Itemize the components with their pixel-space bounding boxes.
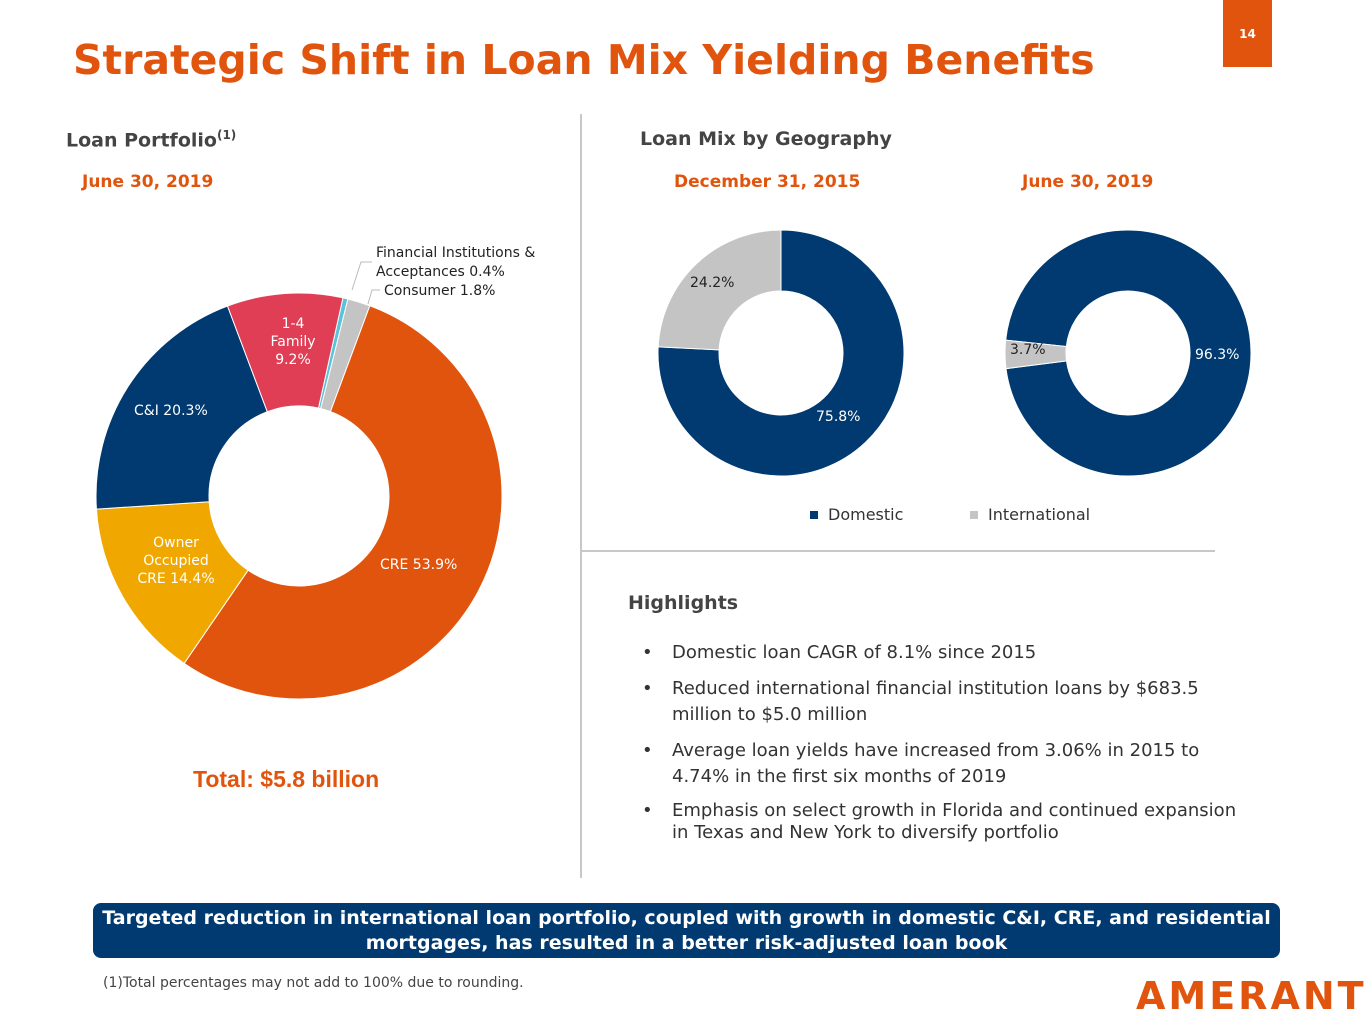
label-fin-inst: Financial Institutions & Acceptances 0.4%	[376, 244, 535, 282]
geo2019-dom-label: 96.3%	[1195, 347, 1240, 363]
horizontal-divider	[582, 550, 1215, 552]
international-swatch	[970, 510, 978, 519]
leader-line-fin	[351, 261, 372, 291]
geo-donut-2019	[1004, 229, 1252, 477]
amerant-logo: AMERANT	[1136, 974, 1365, 1018]
footnote-ref: (1)	[216, 128, 237, 142]
label-cre: CRE 53.9%	[380, 557, 458, 573]
legend-international: International	[970, 505, 1090, 524]
highlight-item: Average loan yields have increased from …	[628, 738, 1248, 790]
highlight-item: Reduced international financial institut…	[628, 676, 1248, 728]
domestic-swatch	[810, 510, 818, 519]
highlight-item: Domestic loan CAGR of 8.1% since 2015	[628, 640, 1248, 666]
slice-1-4-family	[226, 292, 344, 413]
label-fin-inst-1: Financial Institutions &	[376, 245, 536, 261]
geo2015-dom-label: 75.8%	[816, 409, 861, 425]
highlights-list: Domestic loan CAGR of 8.1% since 2015 Re…	[628, 640, 1248, 854]
slice-domestic	[657, 229, 905, 477]
slice-international	[657, 229, 782, 351]
label-consumer: Consumer 1.8%	[384, 283, 496, 299]
leader-line-consumer	[367, 289, 380, 305]
label-fin-inst-2: Acceptances 0.4%	[376, 264, 505, 280]
loan-portfolio-heading: Loan Portfolio(1)	[66, 128, 236, 151]
l2: Family	[270, 334, 316, 350]
loan-portfolio-heading-text: Loan Portfolio	[66, 129, 217, 152]
portfolio-date: June 30, 2019	[82, 172, 214, 192]
page-title: Strategic Shift in Loan Mix Yielding Ben…	[73, 36, 1095, 84]
highlights-heading: Highlights	[628, 592, 739, 614]
l1: Owner	[153, 535, 199, 551]
slice-cre	[183, 305, 503, 700]
l2: Occupied	[143, 553, 209, 569]
l3: CRE 14.4%	[137, 571, 215, 587]
geo2019-intl-label: 3.7%	[1010, 342, 1046, 358]
label-family: 1-4 Family 9.2%	[253, 315, 333, 369]
highlight-item: Emphasis on select growth in Florida and…	[628, 800, 1248, 844]
loan-portfolio-donut	[95, 292, 503, 700]
label-ci: C&I 20.3%	[134, 403, 208, 419]
label-owner-occupied: Owner Occupied CRE 14.4%	[126, 534, 226, 588]
key-message-banner: Targeted reduction in international loan…	[93, 903, 1280, 958]
slice-owner-occupied-cre	[95, 501, 249, 665]
l3: 9.2%	[275, 352, 311, 368]
slice-international	[1004, 339, 1068, 370]
geo-date-2015: December 31, 2015	[674, 172, 861, 192]
footnote: (1)Total percentages may not add to 100%…	[103, 975, 524, 991]
slice-domestic	[1005, 229, 1252, 477]
legend-domestic: Domestic	[810, 505, 903, 524]
l1: 1-4	[281, 316, 305, 332]
geo-donut-2015	[657, 229, 905, 477]
geo-date-2019: June 30, 2019	[1022, 172, 1154, 192]
banner-text: Targeted reduction in international loan…	[102, 906, 1271, 954]
vertical-divider	[580, 114, 582, 878]
legend-international-text: International	[988, 505, 1091, 524]
page-number: 14	[1223, 0, 1272, 67]
slice-c-i	[95, 305, 268, 510]
geography-heading: Loan Mix by Geography	[640, 128, 892, 150]
geo2015-intl-label: 24.2%	[690, 275, 735, 291]
legend-domestic-text: Domestic	[828, 505, 904, 524]
portfolio-total: Total: $5.8 billion	[193, 766, 380, 792]
